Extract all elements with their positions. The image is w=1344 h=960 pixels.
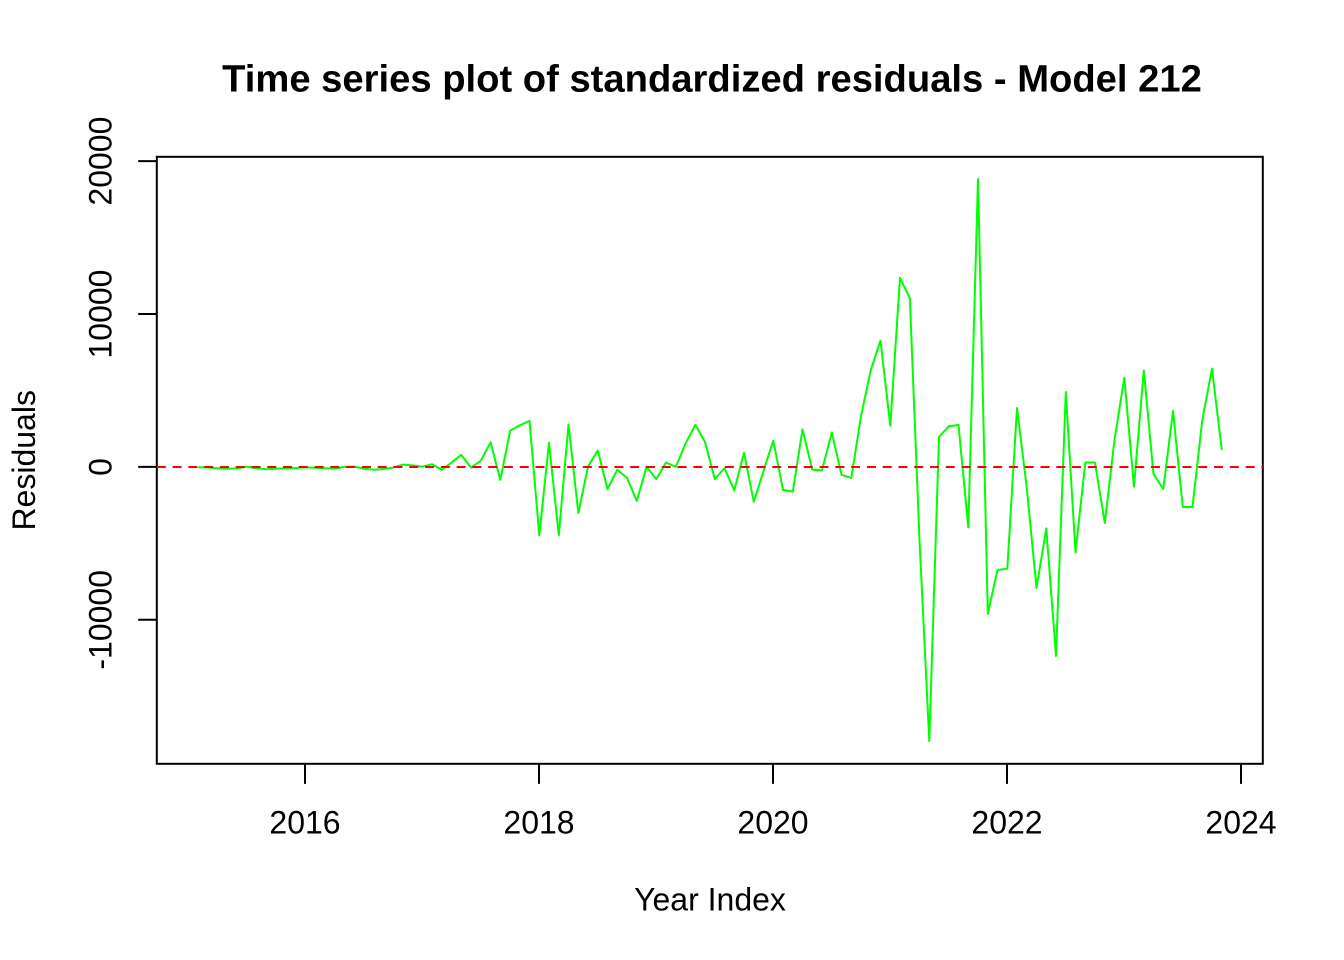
svg-text:10000: 10000 (83, 270, 119, 359)
svg-text:2016: 2016 (269, 805, 340, 841)
svg-text:-10000: -10000 (83, 570, 119, 670)
svg-text:0: 0 (83, 458, 119, 476)
svg-text:2022: 2022 (971, 805, 1042, 841)
svg-text:Residuals: Residuals (6, 390, 42, 531)
svg-text:Year Index: Year Index (634, 882, 786, 918)
svg-text:20000: 20000 (83, 117, 119, 206)
svg-text:2020: 2020 (737, 805, 808, 841)
svg-text:2018: 2018 (503, 805, 574, 841)
svg-text:2024: 2024 (1205, 805, 1276, 841)
svg-text:Time series plot of standardiz: Time series plot of standardized residua… (222, 58, 1202, 101)
